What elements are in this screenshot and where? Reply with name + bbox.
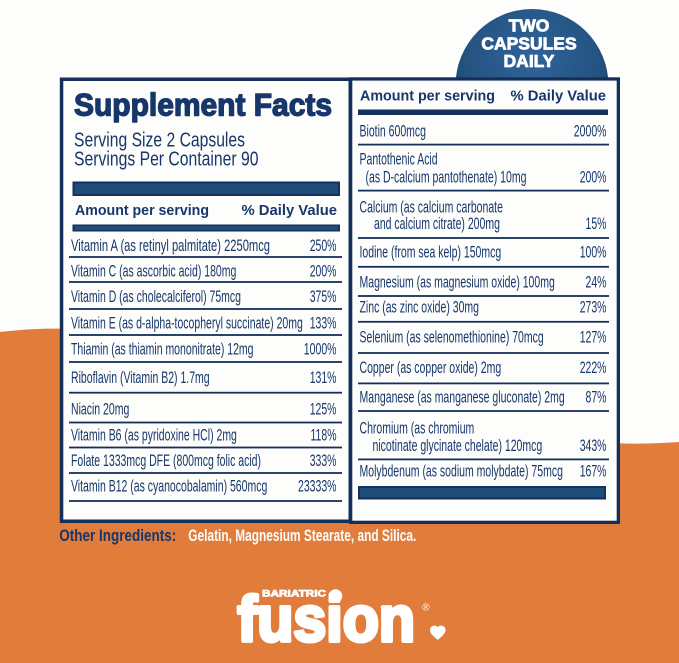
svg-text:Biotin 600mcg: Biotin 600mcg xyxy=(360,121,427,140)
svg-text:Pantothenic Acid: Pantothenic Acid xyxy=(360,150,438,169)
svg-text:127%: 127% xyxy=(580,328,607,347)
svg-text:24%: 24% xyxy=(586,272,607,291)
svg-text:BARIATRIC: BARIATRIC xyxy=(262,589,326,600)
svg-text:Vitamin B6 (as pyridoxine HCl): Vitamin B6 (as pyridoxine HCl) 2mg xyxy=(71,426,237,445)
svg-text:Copper (as copper oxide) 2mg: Copper (as copper oxide) 2mg xyxy=(360,358,502,377)
svg-text:Vitamin A (as retinyl palmitat: Vitamin A (as retinyl palmitate) 2250mcg xyxy=(71,236,270,255)
svg-text:(as D-calcium pantothenate) 10: (as D-calcium pantothenate) 10mg xyxy=(366,167,527,186)
svg-text:% Daily Value: % Daily Value xyxy=(511,88,607,105)
svg-text:nicotinate glycinate chelate): nicotinate glycinate chelate) 120mcg xyxy=(373,436,543,455)
svg-text:343%: 343% xyxy=(580,436,607,455)
svg-text:Selenium (as selenomethionine): Selenium (as selenomethionine) 70mcg xyxy=(360,328,544,347)
svg-text:1000%: 1000% xyxy=(304,340,337,359)
svg-text:23333%: 23333% xyxy=(298,477,337,496)
svg-text:Vitamin E (as d-alpha-tocopher: Vitamin E (as d-alpha-tocopheryl succina… xyxy=(71,314,303,333)
svg-text:Gelatin, Magnesium Stearate, a: Gelatin, Magnesium Stearate, and Silica. xyxy=(188,527,416,545)
svg-text:167%: 167% xyxy=(580,462,607,481)
svg-text:100%: 100% xyxy=(580,242,607,261)
svg-text:131%: 131% xyxy=(310,368,337,387)
svg-text:2000%: 2000% xyxy=(574,121,607,140)
svg-text:250%: 250% xyxy=(310,236,337,255)
svg-text:200%: 200% xyxy=(310,261,337,280)
svg-text:Servings Per Container 90: Servings Per Container 90 xyxy=(74,148,259,170)
svg-text:Magnesium (as magnesium oxide): Magnesium (as magnesium oxide) 100mg xyxy=(360,272,555,291)
svg-text:Amount per serving: Amount per serving xyxy=(75,202,209,219)
svg-text:Manganese (as manganese glucon: Manganese (as manganese gluconate) 2mg xyxy=(360,388,565,407)
svg-text:375%: 375% xyxy=(310,287,337,306)
svg-text:and calcium citrate) 200mg: and calcium citrate) 200mg xyxy=(374,214,500,233)
svg-text:Vitamin B12 (as cyanocobalamin: Vitamin B12 (as cyanocobalamin) 560mcg xyxy=(71,477,267,496)
svg-text:Chromium (as chromium: Chromium (as chromium xyxy=(360,418,475,437)
svg-text:15%: 15% xyxy=(586,214,607,233)
svg-text:®: ® xyxy=(422,603,430,614)
svg-text:Molybdenum (as sodium molybdat: Molybdenum (as sodium molybdate) 75mcg xyxy=(360,462,563,481)
svg-text:TWO: TWO xyxy=(509,16,550,36)
svg-text:Folate 1333mcg DFE (800mcg fol: Folate 1333mcg DFE (800mcg folic acid) xyxy=(71,451,261,470)
svg-text:Supplement Facts: Supplement Facts xyxy=(74,87,332,123)
svg-text:Thiamin (as thiamin mononitrat: Thiamin (as thiamin mononitrate) 12mg xyxy=(71,340,253,359)
svg-text:87%: 87% xyxy=(586,388,607,407)
svg-text:273%: 273% xyxy=(580,297,607,316)
svg-text:Serving Size 2 Capsules: Serving Size 2 Capsules xyxy=(74,129,245,151)
svg-text:Iodine (from sea kelp) 150mcg: Iodine (from sea kelp) 150mcg xyxy=(360,242,502,261)
svg-text:fusion: fusion xyxy=(238,583,416,655)
svg-text:Other Ingredients:: Other Ingredients: xyxy=(59,527,176,545)
svg-text:CAPSULES: CAPSULES xyxy=(481,33,576,53)
svg-text:133%: 133% xyxy=(310,314,337,333)
svg-text:Vitamin D (as cholecalciferol): Vitamin D (as cholecalciferol) 75mcg xyxy=(71,287,241,306)
svg-text:DAILY: DAILY xyxy=(504,51,555,71)
svg-text:Calcium (as calcium carbonate: Calcium (as calcium carbonate xyxy=(360,198,503,217)
svg-text:Niacin 20mg: Niacin 20mg xyxy=(71,399,129,418)
svg-text:Vitamin C (as ascorbic acid) 1: Vitamin C (as ascorbic acid) 180mg xyxy=(71,261,236,280)
svg-text:125%: 125% xyxy=(310,399,337,418)
svg-text:% Daily Value: % Daily Value xyxy=(242,202,338,219)
svg-text:200%: 200% xyxy=(580,167,607,186)
svg-text:Zinc (as zinc oxide) 30mg: Zinc (as zinc oxide) 30mg xyxy=(360,297,480,316)
svg-text:Amount per serving: Amount per serving xyxy=(360,88,495,105)
svg-text:118%: 118% xyxy=(311,426,337,445)
svg-text:333%: 333% xyxy=(310,451,337,470)
svg-text:222%: 222% xyxy=(580,358,607,377)
svg-text:Riboflavin (Vitamin B2) 1.7mg: Riboflavin (Vitamin B2) 1.7mg xyxy=(71,368,210,387)
